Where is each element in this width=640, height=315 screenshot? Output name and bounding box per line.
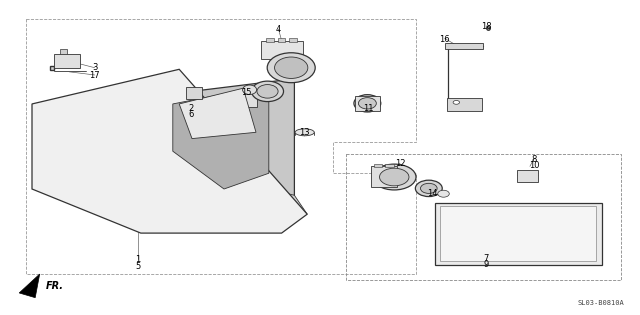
- Text: FR.: FR.: [46, 281, 64, 291]
- Bar: [54, 54, 80, 68]
- Bar: [445, 43, 483, 49]
- Text: 7: 7: [484, 254, 489, 263]
- Bar: [385, 164, 394, 167]
- Text: 10: 10: [529, 161, 540, 170]
- Ellipse shape: [257, 84, 278, 98]
- Bar: [355, 96, 380, 111]
- Bar: [261, 41, 303, 59]
- Text: 8: 8: [532, 155, 537, 163]
- Ellipse shape: [354, 94, 381, 112]
- Text: 1: 1: [135, 255, 140, 264]
- Text: 5: 5: [135, 262, 140, 271]
- Text: 18: 18: [481, 22, 492, 31]
- Text: 16: 16: [440, 35, 450, 44]
- Text: 14: 14: [427, 189, 437, 198]
- Ellipse shape: [275, 57, 308, 78]
- Bar: [447, 98, 482, 111]
- Text: 15: 15: [241, 89, 252, 97]
- Bar: [374, 164, 382, 167]
- Ellipse shape: [415, 180, 442, 197]
- Polygon shape: [19, 274, 40, 298]
- Ellipse shape: [438, 190, 449, 197]
- Polygon shape: [173, 85, 269, 189]
- Bar: [243, 90, 257, 107]
- Text: 4: 4: [276, 26, 281, 34]
- Text: 11: 11: [363, 104, 373, 113]
- Bar: [266, 38, 274, 42]
- Polygon shape: [440, 206, 596, 261]
- Bar: [186, 87, 202, 99]
- Polygon shape: [141, 158, 307, 220]
- Ellipse shape: [268, 53, 315, 83]
- Ellipse shape: [358, 98, 376, 109]
- Text: 12: 12: [395, 159, 405, 168]
- Text: 9: 9: [484, 260, 489, 269]
- Text: 3: 3: [92, 63, 97, 72]
- Bar: [517, 170, 538, 182]
- Polygon shape: [435, 203, 602, 265]
- Bar: [289, 38, 297, 42]
- Ellipse shape: [243, 85, 257, 94]
- Text: 13: 13: [299, 128, 309, 137]
- Text: SL03-B0810A: SL03-B0810A: [577, 300, 624, 306]
- Text: 17: 17: [90, 71, 100, 80]
- Text: 6: 6: [188, 111, 193, 119]
- Ellipse shape: [372, 164, 416, 190]
- Ellipse shape: [453, 100, 460, 104]
- Bar: [60, 49, 67, 54]
- Ellipse shape: [380, 168, 409, 186]
- Polygon shape: [179, 88, 256, 139]
- Polygon shape: [32, 69, 307, 233]
- Polygon shape: [141, 79, 294, 205]
- Ellipse shape: [420, 183, 437, 193]
- Bar: [278, 38, 285, 42]
- Text: 2: 2: [188, 104, 193, 113]
- Bar: [371, 166, 397, 187]
- Ellipse shape: [295, 129, 314, 136]
- Ellipse shape: [252, 81, 284, 101]
